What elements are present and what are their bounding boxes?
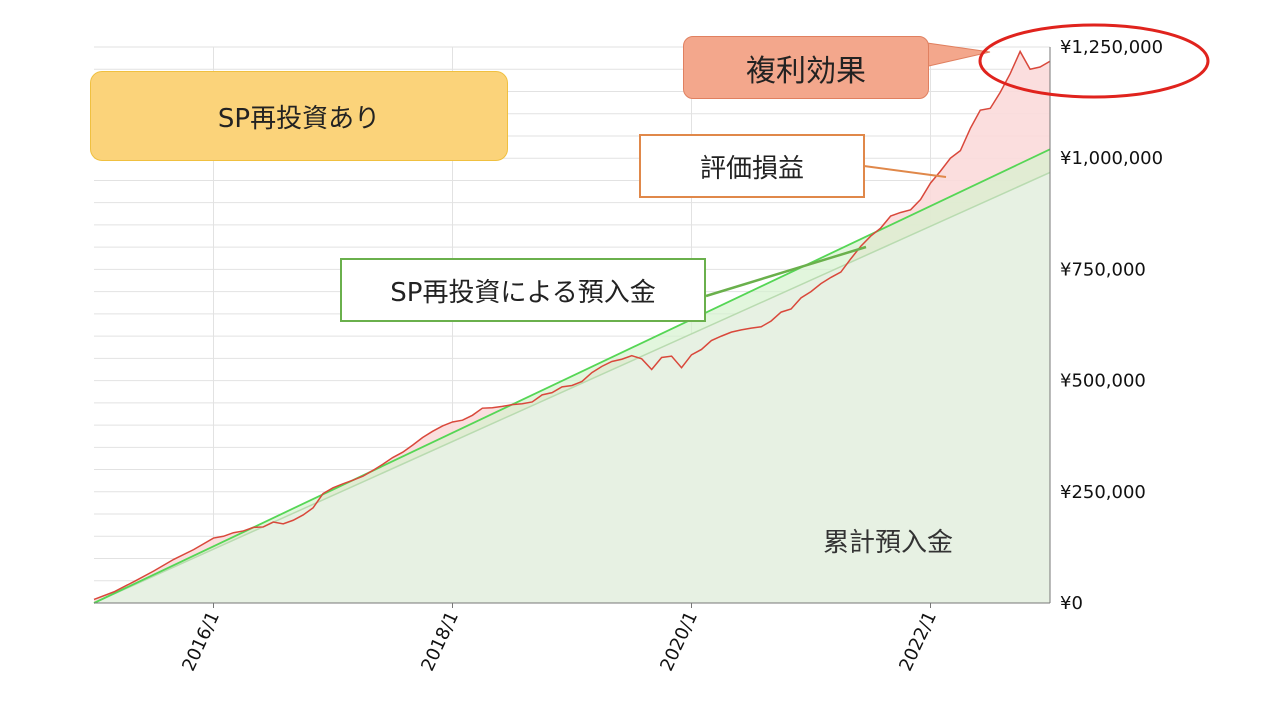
y-tick-label: ¥1,000,000 — [1060, 148, 1163, 169]
x-tick-label: 2022/1 — [895, 608, 941, 674]
highlight-circle — [978, 23, 1210, 99]
y-tick-label: ¥250,000 — [1060, 482, 1146, 503]
callout-sp-reinvest: SP再投資あり — [90, 71, 508, 161]
callout-profit-loss: 評価損益 — [639, 134, 865, 198]
x-tick-label: 2020/1 — [656, 608, 702, 674]
x-tick-label: 2018/1 — [417, 608, 463, 674]
label-cumulative-deposit: 累計預入金 — [823, 528, 954, 558]
annotations — [705, 23, 1210, 298]
leader-profit-loss — [863, 165, 947, 178]
y-tick-label: ¥750,000 — [1060, 259, 1146, 280]
x-tick-label: 2016/1 — [178, 608, 224, 674]
leader-reinvest-deposit — [705, 245, 867, 298]
line-valuation — [93, 49, 1051, 601]
callout-compound-effect: 複利効果 — [683, 36, 929, 99]
y-tick-label: ¥1,250,000 — [1060, 37, 1163, 58]
line-cumulative-deposit — [93, 171, 1051, 604]
series-lines — [93, 49, 1051, 604]
y-tick-label: ¥0 — [1060, 593, 1083, 614]
y-tick-label: ¥500,000 — [1060, 371, 1146, 392]
callout-reinvest-deposit: SP再投資による預入金 — [340, 258, 706, 322]
